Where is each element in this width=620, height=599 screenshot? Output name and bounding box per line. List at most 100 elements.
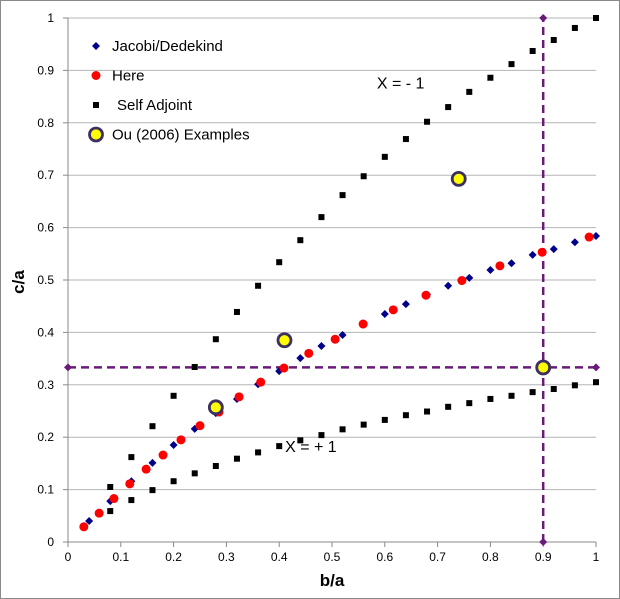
x-tick-label: 0.7 — [429, 550, 446, 564]
legend-marker — [91, 71, 101, 80]
legend-entry: Jacobi/Dedekind — [112, 38, 223, 55]
y-tick-label: 0.5 — [37, 273, 54, 287]
point-jacobi-dedekind — [592, 231, 600, 240]
point-self-adjoint — [149, 487, 156, 494]
x-tick-label: 0.9 — [535, 550, 552, 564]
gridlines — [68, 17, 596, 491]
point-self-adjoint — [360, 421, 367, 428]
point-here — [584, 232, 594, 242]
point-self-adjoint — [170, 478, 177, 485]
y-tick-label: 0.9 — [37, 63, 54, 77]
point-jacobi-dedekind — [507, 259, 516, 268]
point-jacobi-dedekind — [85, 517, 94, 526]
point-here — [79, 522, 89, 532]
point-self-adjoint — [381, 153, 388, 160]
point-jacobi-dedekind — [338, 331, 347, 340]
point-here — [279, 363, 289, 373]
point-self-adjoint — [212, 463, 219, 470]
point-self-adjoint — [466, 88, 473, 95]
reference-line-marker — [539, 538, 548, 546]
point-self-adjoint — [318, 432, 325, 439]
reference-lines — [64, 14, 600, 546]
point-ou-2006-examples — [276, 332, 293, 349]
y-axis-label: c/a — [9, 270, 28, 294]
axes — [63, 17, 597, 547]
point-here — [195, 421, 205, 431]
point-self-adjoint — [233, 308, 240, 315]
point-jacobi-dedekind — [169, 441, 178, 450]
point-self-adjoint — [339, 426, 346, 433]
annotation: X = + 1 — [285, 439, 337, 456]
legend-marker — [88, 126, 104, 143]
point-self-adjoint — [170, 392, 177, 399]
y-tick-label: 0.6 — [37, 221, 54, 235]
y-tick-label: 0.3 — [37, 378, 54, 392]
point-here — [537, 247, 547, 257]
point-jacobi-dedekind — [465, 273, 474, 282]
legend-entry: Here — [112, 68, 145, 85]
point-self-adjoint — [445, 403, 452, 410]
point-self-adjoint — [297, 437, 304, 444]
point-self-adjoint — [149, 423, 156, 430]
point-here — [495, 261, 505, 271]
point-here — [358, 319, 368, 329]
y-tick-label: 0.2 — [37, 430, 54, 444]
point-here — [234, 392, 244, 402]
point-self-adjoint — [445, 104, 452, 111]
point-jacobi-dedekind — [296, 354, 305, 363]
x-tick-label: 0.6 — [376, 550, 393, 564]
y-tick-label: 0.8 — [37, 116, 54, 130]
point-jacobi-dedekind — [401, 300, 410, 309]
annotation: X = - 1 — [377, 76, 425, 93]
point-self-adjoint — [191, 363, 198, 370]
x-tick-label: 1 — [593, 550, 600, 564]
y-tick-label: 0.1 — [37, 483, 54, 497]
point-self-adjoint — [466, 400, 473, 407]
tick-labels: 0 0.1 0.2 0.3 0.4 0.5 0.6 0.7 0.8 0.9 1 0 0.1 0.2 0.3 0… — [37, 11, 599, 564]
x-tick-label: 0.1 — [112, 550, 129, 564]
point-jacobi-dedekind — [570, 238, 579, 247]
legend: Jacobi/Dedekind Here Self Adjoint Ou (2006)… — [88, 38, 250, 144]
point-jacobi-dedekind — [486, 266, 495, 275]
point-self-adjoint — [550, 37, 557, 44]
point-self-adjoint — [550, 385, 557, 392]
point-here — [421, 290, 431, 300]
point-self-adjoint — [593, 15, 599, 21]
point-self-adjoint — [276, 443, 283, 450]
point-self-adjoint — [571, 24, 578, 31]
x-tick-label: 0.5 — [324, 550, 341, 564]
x-tick-label: 0.8 — [482, 550, 499, 564]
point-self-adjoint — [402, 136, 409, 143]
point-ou-2006-examples — [207, 399, 224, 416]
point-self-adjoint — [360, 173, 367, 180]
point-self-adjoint — [487, 74, 494, 81]
point-here — [109, 494, 119, 504]
point-self-adjoint — [381, 416, 388, 423]
point-jacobi-dedekind — [528, 250, 537, 259]
point-self-adjoint — [128, 497, 135, 504]
data-marks — [79, 15, 600, 532]
point-self-adjoint — [255, 449, 262, 456]
point-self-adjoint — [424, 408, 431, 415]
legend-entry: Self Adjoint — [117, 97, 193, 114]
y-tick-label: 0.7 — [37, 168, 54, 182]
point-self-adjoint — [191, 470, 198, 477]
reference-line-marker — [592, 363, 600, 372]
point-self-adjoint — [233, 455, 240, 462]
point-here — [141, 464, 151, 474]
y-tick-label: 0 — [47, 535, 54, 549]
point-self-adjoint — [571, 382, 578, 389]
annotations: X = - 1 X = + 1 — [285, 76, 424, 456]
point-self-adjoint — [424, 118, 431, 125]
point-ou-2006-examples — [535, 359, 552, 376]
x-tick-label: 0 — [65, 550, 72, 564]
point-here — [158, 450, 168, 460]
y-tick-label: 1 — [47, 11, 54, 25]
point-self-adjoint — [297, 237, 304, 244]
point-self-adjoint — [255, 282, 262, 289]
point-self-adjoint — [107, 483, 114, 490]
point-self-adjoint — [107, 508, 114, 515]
point-jacobi-dedekind — [148, 458, 157, 467]
point-self-adjoint — [593, 379, 599, 386]
